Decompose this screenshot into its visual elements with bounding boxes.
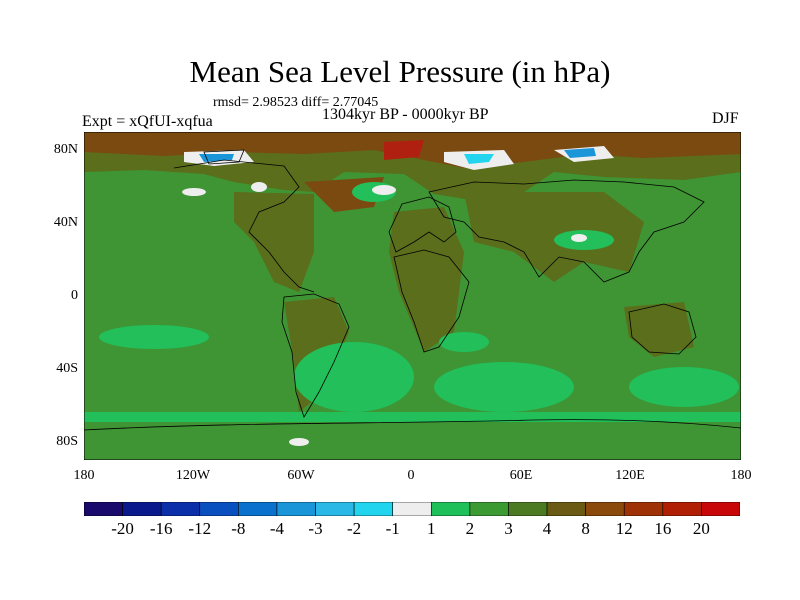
pressure-map (84, 132, 741, 460)
colorbar-swatch (430, 502, 471, 516)
colorbar-swatch (122, 502, 162, 516)
lon-tick-label: 0 (407, 468, 415, 483)
lat-tick-label: 40S (56, 361, 78, 376)
colorbar-label: 3 (504, 519, 513, 538)
map-title: Mean Sea Level Pressure (in hPa) (189, 54, 611, 89)
colorbar-label: 1 (427, 519, 436, 538)
colorbar-label: -1 (385, 519, 400, 538)
colorbar-label: -3 (308, 519, 323, 538)
colorbar-label: 16 (654, 519, 672, 538)
lon-tick-label: 120W (175, 468, 211, 483)
lon-tick-label: 180 (730, 468, 752, 483)
colorbar-swatch (469, 502, 509, 516)
lat-tick-label: 80N (53, 142, 78, 157)
lat-tick-label: 80S (56, 434, 78, 449)
colorbar (84, 502, 740, 516)
colorbar-swatch (315, 502, 355, 516)
colorbar-swatch (392, 502, 432, 516)
colorbar-swatch (662, 502, 702, 516)
colorbar-label: -2 (347, 519, 362, 538)
coastlines (84, 149, 741, 431)
colorbar-swatch (701, 502, 740, 516)
colorbar-label: -8 (231, 519, 246, 538)
colorbar-swatch (199, 502, 239, 516)
lon-tick-label: 60E (509, 468, 533, 483)
colorbar-swatch (160, 502, 201, 516)
colorbar-label: -20 (111, 519, 134, 538)
colorbar-label: 2 (465, 519, 475, 538)
lon-tick-label: 180 (73, 468, 95, 483)
weak-anomaly-regions (84, 182, 741, 422)
lon-tick-label: 60W (287, 468, 315, 483)
colorbar-label: 12 (615, 519, 633, 538)
rmsd-diff-stats: rmsd= 2.98523 diff= 2.77045 (213, 95, 379, 110)
colorbar-label: 20 (692, 519, 710, 538)
colorbar-swatch (353, 502, 394, 516)
colorbar-swatch (623, 502, 664, 516)
lat-tick-label: 40N (53, 215, 78, 230)
colorbar-swatch (508, 502, 548, 516)
period-subtitle: 1304kyr BP - 0000kyr BP (322, 106, 489, 123)
lat-tick-label: 0 (71, 288, 78, 303)
colorbar-swatch (546, 502, 586, 516)
colorbar-label: -16 (149, 519, 173, 538)
colorbar-label: 4 (542, 519, 552, 538)
lon-tick-label: 120E (615, 468, 645, 483)
colorbar-swatch (84, 502, 123, 516)
colorbar-swatch (585, 502, 625, 516)
season-label: DJF (712, 110, 739, 127)
colorbar-label: -12 (188, 519, 212, 538)
colorbar-label: -4 (269, 519, 285, 538)
colorbar-swatch (276, 502, 316, 516)
colorbar-swatch (238, 502, 278, 516)
experiment-label: Expt = xQfUI-xqfua (82, 113, 213, 130)
colorbar-label: 8 (581, 519, 590, 538)
